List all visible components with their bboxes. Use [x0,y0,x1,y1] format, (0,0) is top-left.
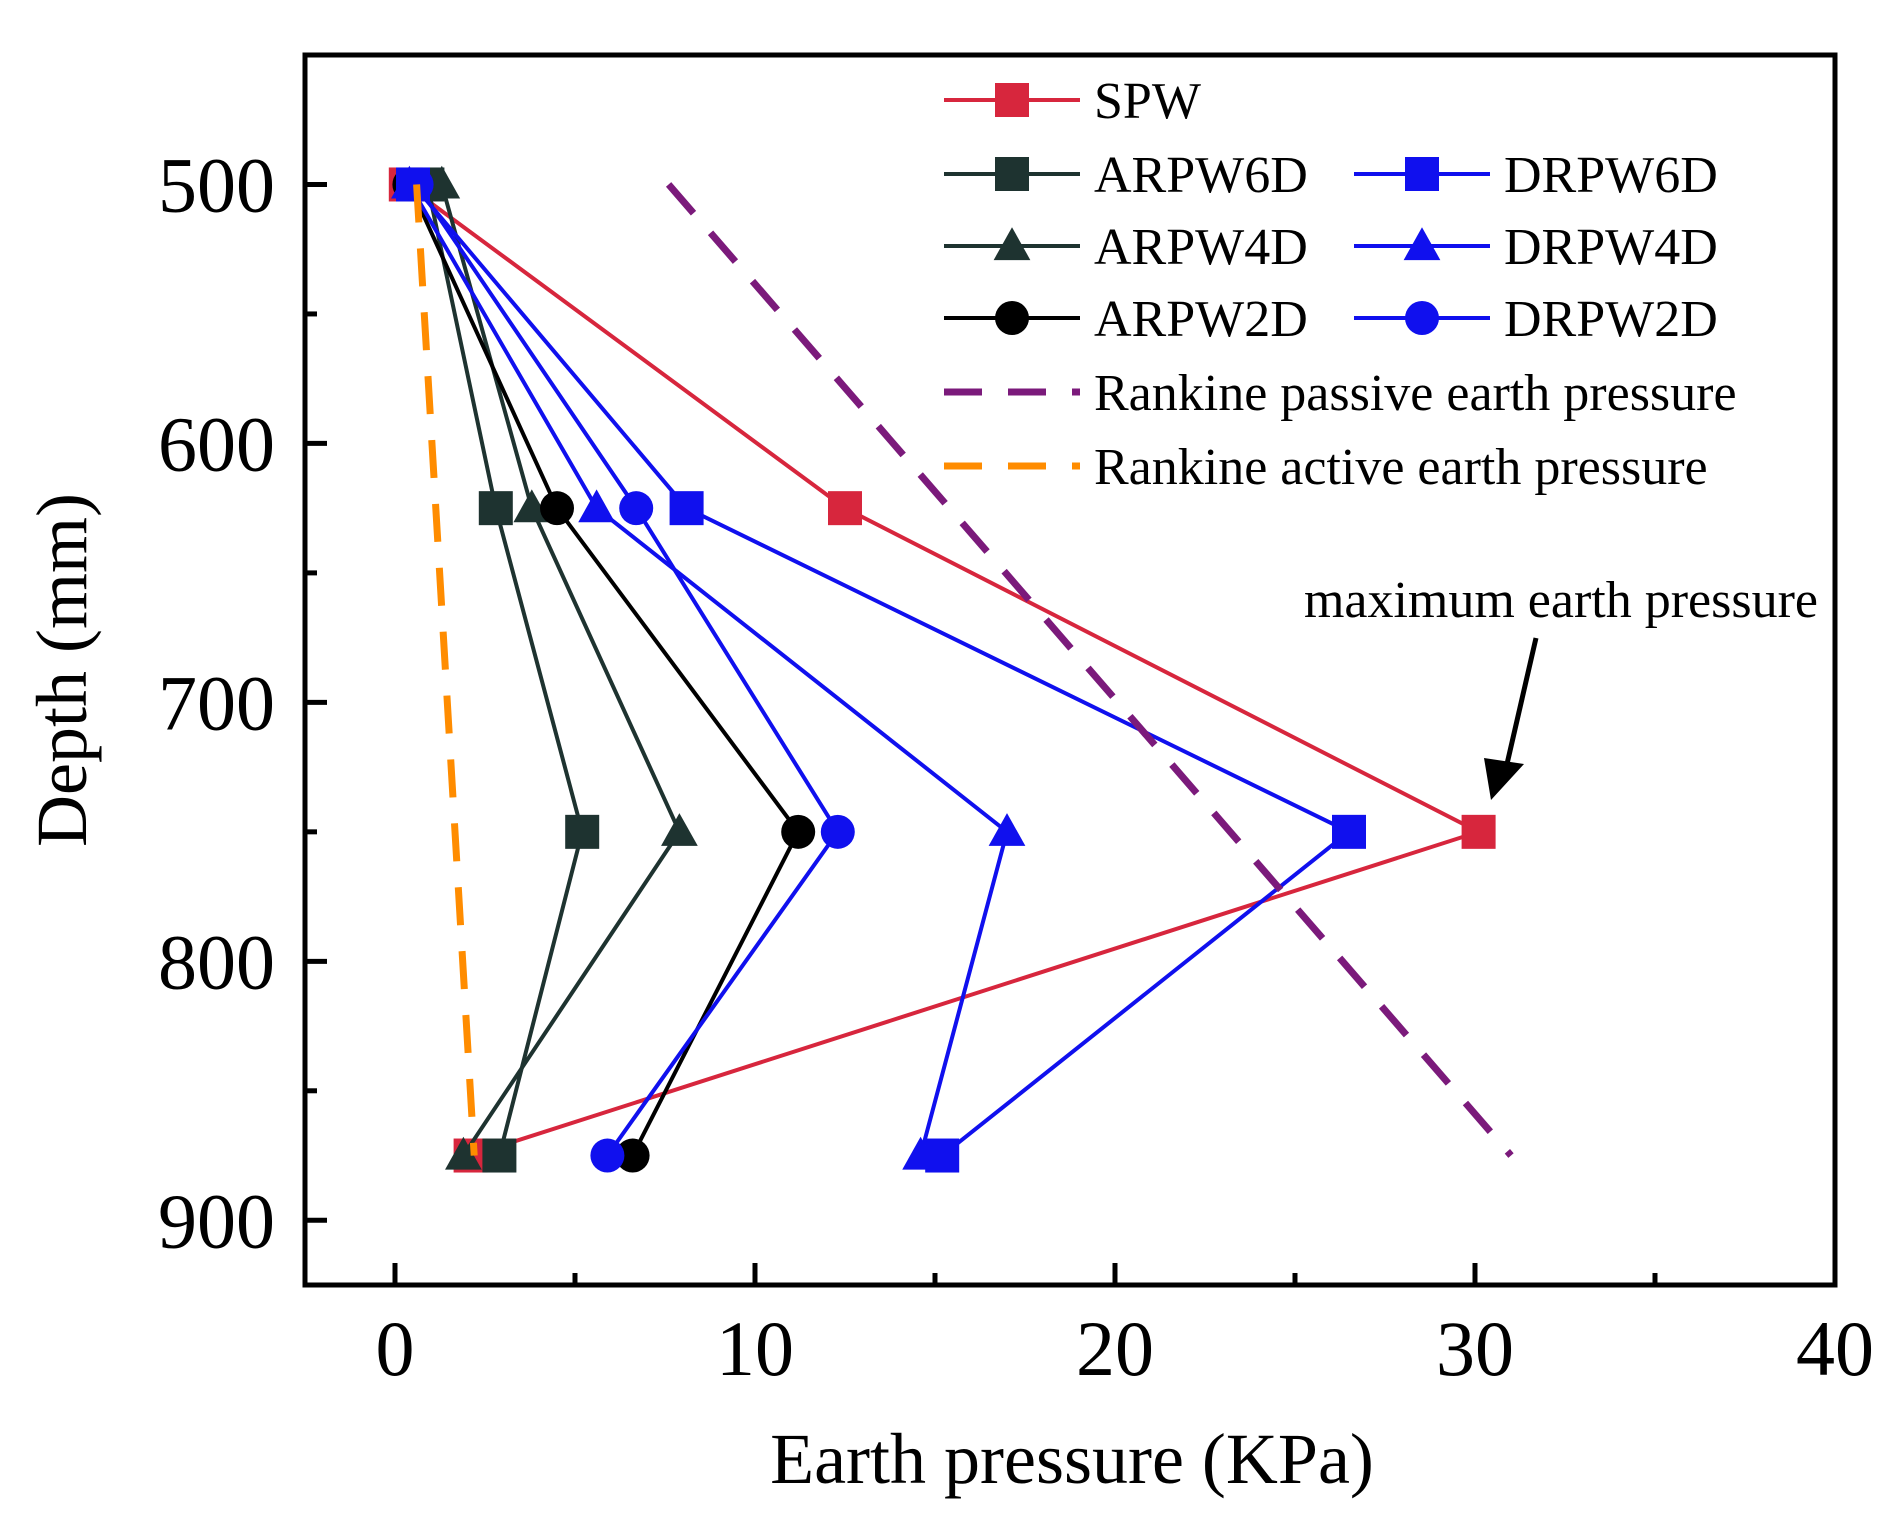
series-rankine-passive-earth-pressure [665,182,1514,1158]
data-point [828,491,862,526]
legend-marker [1405,157,1439,191]
legend-item-rankine-active-earth-pressure: Rankine active earth pressure [944,439,1708,496]
data-series [388,165,1514,1173]
plot-frame [302,52,1838,1288]
data-point [781,814,816,849]
y-axis-title: Depth (mm) [22,493,102,847]
data-point [669,491,704,526]
legend-label: DRPW6D [1504,147,1718,204]
series-line [414,183,841,1157]
x-tick-label: 10 [716,1305,794,1392]
data-point [423,165,461,199]
legend-label: Rankine passive earth pressure [1094,365,1737,422]
annotation: maximum earth pressure [1304,572,1818,800]
series-arpw6d [410,167,600,1173]
x-axis-title: Earth pressure (KPa) [770,1419,1374,1499]
y-tick-label: 500 [158,141,275,228]
data-point [482,1138,517,1173]
data-point [513,489,551,523]
y-tick-label: 600 [158,400,275,487]
legend-item-arpw4d: ARPW4D [944,219,1308,276]
series-line [425,184,585,1157]
series-drpw2d [399,167,855,1173]
series-line [404,182,1484,1158]
legend-label: DRPW4D [1504,219,1718,276]
legend: SPW ARPW6D ARPW4D ARPW2D DRPW6D DRPW4D DRPW2D R… [944,73,1737,496]
data-point [988,813,1026,846]
annotation-arrow-head [1484,758,1524,800]
legend-label: DRPW2D [1504,291,1718,348]
axis-ticks [305,181,1838,1285]
x-tick-label: 20 [1076,1305,1154,1392]
data-point [1332,814,1366,849]
legend-item-arpw2d: ARPW2D [944,291,1308,348]
data-point [661,813,698,846]
legend-label: ARPW4D [1094,219,1308,276]
series-drpw4d [391,165,1026,1170]
x-tick-label: 30 [1436,1305,1514,1392]
legend-marker [995,157,1029,191]
y-tick-label: 900 [158,1177,275,1264]
series-line [407,183,1010,1157]
legend-label: ARPW2D [1094,291,1308,348]
series-line [413,184,478,1156]
legend-marker [993,227,1031,261]
series-line [665,182,1514,1158]
data-point [478,491,513,526]
y-tick-label: 800 [158,918,275,1005]
data-point [590,1138,625,1173]
data-point [578,489,615,523]
annotation-max-pressure: maximum earth pressure [1304,572,1818,629]
axis-tick-labels: 0 10 20 30 40 500 600 700 800 900 [158,141,1874,1392]
annotation-arrow-shaft [1504,637,1539,765]
data-point [820,814,855,849]
x-tick-label: 40 [1796,1305,1874,1392]
legend-label: ARPW6D [1094,147,1308,204]
x-tick-label: 0 [376,1305,415,1392]
data-point [445,1136,482,1170]
legend-label: SPW [1094,73,1201,130]
legend-marker [1403,227,1441,261]
data-point [615,1138,650,1173]
legend-item-rankine-passive-earth-pressure: Rankine passive earth pressure [944,365,1737,422]
y-tick-label: 700 [158,659,275,746]
data-point [902,1136,939,1170]
series-line [411,183,1353,1158]
data-point [565,814,600,849]
data-point [619,491,654,526]
series-arpw4d [423,165,698,1170]
legend-marker [995,301,1029,335]
data-point [1461,814,1496,849]
legend-item-drpw2d: DRPW2D [1354,291,1718,348]
legend-marker [1405,301,1439,335]
legend-label: Rankine active earth pressure [1094,439,1708,496]
legend-item-spw: SPW [944,73,1201,130]
data-point [540,491,574,526]
series-line [407,183,801,1157]
series-rankine-active-earth-pressure [413,184,478,1156]
legend-item-arpw6d: ARPW6D [944,147,1308,204]
legend-item-drpw4d: DRPW4D [1354,219,1718,276]
series-line [439,183,682,1157]
legend-item-drpw6d: DRPW6D [1354,147,1718,204]
legend-marker [995,83,1029,117]
